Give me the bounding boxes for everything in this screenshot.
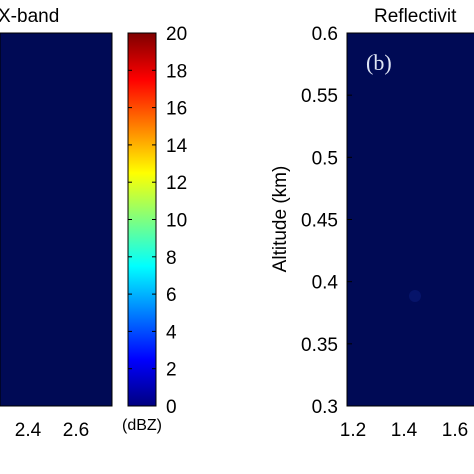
colorbar-tick-label: 2 bbox=[166, 360, 177, 381]
panel-b-x-axis: 1.2 1.4 1.6 bbox=[340, 420, 468, 441]
panel-b-faint-echo bbox=[409, 290, 421, 302]
panel-a-x-axis: 2.4 2.6 bbox=[15, 420, 89, 441]
panel-a-plot-area bbox=[0, 32, 113, 407]
panel-b-y-tick-label: 0.35 bbox=[301, 335, 338, 356]
colorbar-tick-label: 6 bbox=[166, 285, 177, 306]
panel-a-title: X-band bbox=[0, 6, 59, 27]
panel-b-y-tick-label: 0.55 bbox=[301, 86, 338, 107]
panel-a-x-tick-label: 2.4 bbox=[15, 420, 42, 441]
panel-b-y-axis: 0.3 0.35 0.4 0.45 0.5 0.55 0.6 bbox=[301, 24, 352, 418]
colorbar-ticks: 0 2 4 6 8 10 12 14 16 18 20 bbox=[128, 24, 188, 418]
colorbar: 0 2 4 6 8 10 12 14 16 18 20 (dBZ) bbox=[122, 24, 188, 434]
colorbar-tick-label: 8 bbox=[166, 248, 177, 269]
panel-b-plot-area bbox=[346, 32, 474, 407]
colorbar-tick-label: 12 bbox=[166, 173, 187, 194]
colorbar-tick-label: 10 bbox=[166, 211, 187, 232]
colorbar-tick-label: 16 bbox=[166, 99, 187, 120]
panel-b-x-tick-label: 1.2 bbox=[340, 420, 366, 441]
panel-b-label: (b) bbox=[366, 50, 392, 75]
colorbar-tick-label: 4 bbox=[166, 322, 177, 343]
panel-b-y-axis-title: Altitude (km) bbox=[270, 166, 291, 273]
panel-b-y-tick-label: 0.4 bbox=[312, 273, 339, 294]
colorbar-tick-label: 18 bbox=[166, 61, 187, 82]
panel-b-y-tick-label: 0.45 bbox=[301, 211, 338, 232]
panel-b-y-tick-label: 0.6 bbox=[312, 24, 338, 45]
panel-a: X-band 2.4 2.6 bbox=[0, 6, 113, 441]
panel-b: Reflectivit (b) Altitude (km) 0.3 0.35 0.4… bbox=[270, 6, 474, 441]
panel-b-x-tick-label: 1.6 bbox=[442, 420, 468, 441]
panel-a-x-tick-label: 2.6 bbox=[63, 420, 89, 441]
colorbar-tick-label: 14 bbox=[166, 136, 188, 157]
colorbar-unit: (dBZ) bbox=[122, 417, 162, 434]
panel-b-y-tick-label: 0.5 bbox=[312, 148, 338, 169]
colorbar-tick-label: 20 bbox=[166, 24, 187, 45]
panel-b-y-tick-label: 0.3 bbox=[312, 397, 338, 418]
colorbar-scale bbox=[127, 32, 157, 407]
panel-b-title: Reflectivit bbox=[374, 6, 457, 27]
colorbar-tick-label: 0 bbox=[166, 397, 177, 418]
panel-b-x-tick-label: 1.4 bbox=[391, 420, 418, 441]
